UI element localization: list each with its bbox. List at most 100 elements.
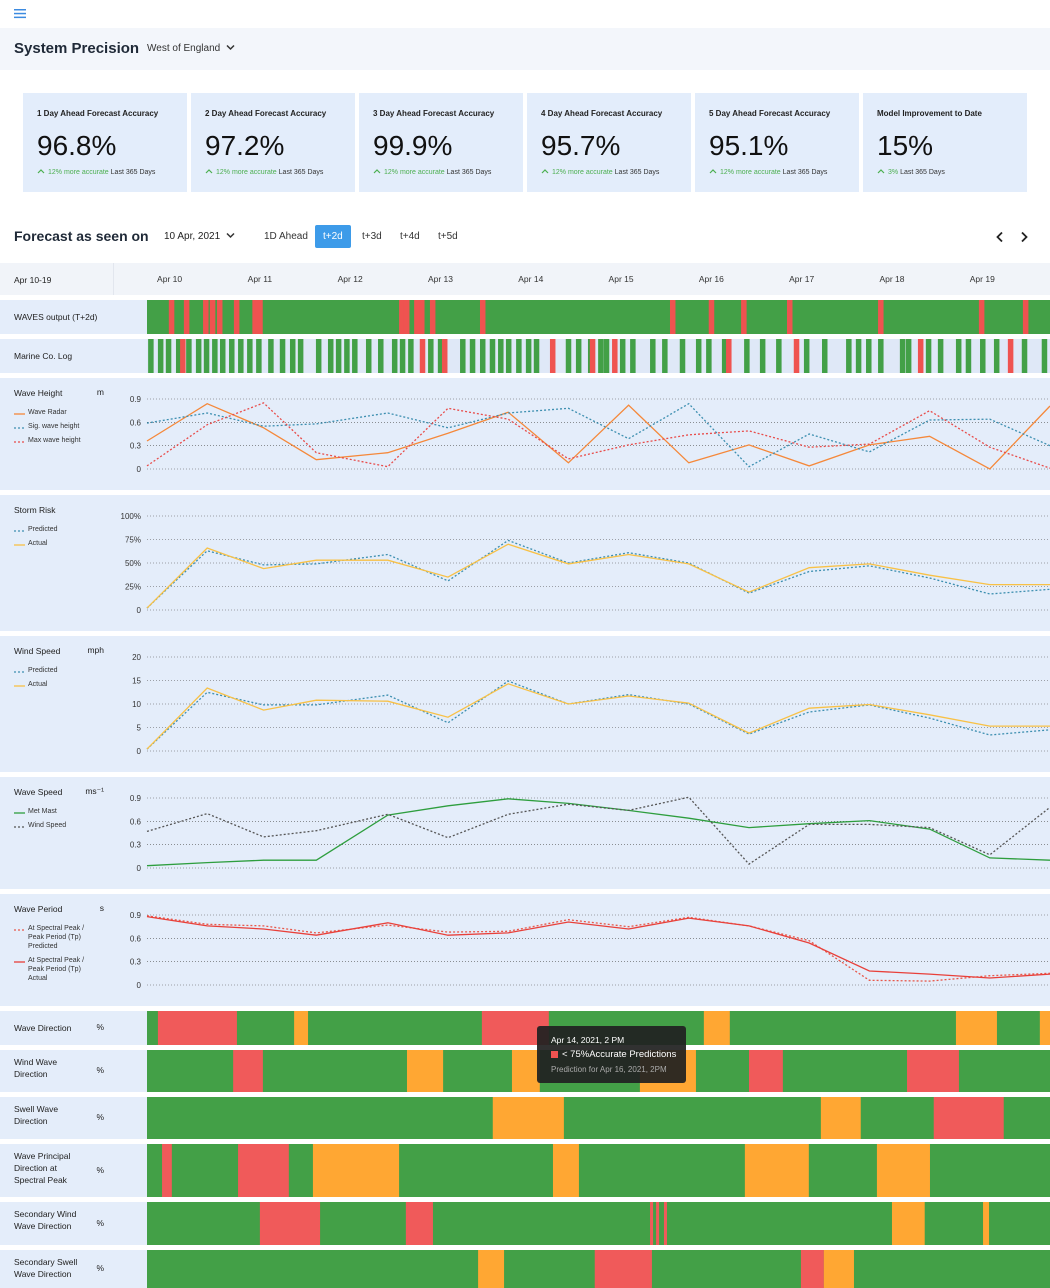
row-label: Wave Principal Direction at Spectral Pea…	[14, 1151, 71, 1185]
y-tick-label: 5	[137, 724, 142, 733]
y-tick-label: 0.6	[130, 418, 142, 427]
strip-bar	[233, 300, 240, 334]
strip-segment	[406, 1050, 444, 1092]
strip-segment	[157, 1011, 237, 1045]
header-band	[0, 28, 1050, 70]
tab[interactable]: t+2d	[315, 225, 351, 248]
row-label: Secondary Wind Wave Direction	[14, 1209, 77, 1231]
y-tick-label: 0.6	[130, 934, 142, 943]
strip-segment	[656, 1202, 660, 1245]
series-line	[146, 915, 1050, 979]
row-label: WAVES output (T+2d)	[14, 312, 98, 322]
strip-bar	[598, 339, 604, 373]
row-label: Wind Wave Direction	[14, 1057, 58, 1079]
next-button[interactable]	[1019, 231, 1029, 243]
up-chevron	[709, 169, 717, 174]
strip-bar	[408, 339, 414, 373]
strip-bar	[905, 339, 912, 373]
date-label: Apr 18	[879, 274, 904, 284]
direction-row: Wave Direction%	[0, 1011, 1050, 1045]
chart-unit: ms⁻¹	[85, 786, 104, 796]
strip-bar	[157, 339, 164, 373]
row-plot: 0 5 10 15 20	[132, 653, 1050, 756]
prev-button[interactable]	[995, 231, 1005, 243]
strip-bar	[297, 339, 304, 373]
card-subline: 12% more accurate Last 365 Days	[709, 168, 827, 176]
strip-segment	[650, 1202, 654, 1245]
strip-bar	[335, 339, 342, 373]
region-select[interactable]: West of England	[147, 43, 235, 54]
legend-label: Actual	[28, 540, 48, 547]
strip-bar	[403, 300, 410, 334]
chart-title: Wave Period	[14, 904, 63, 914]
strip-segment	[744, 1144, 809, 1197]
strip-bar	[1021, 339, 1028, 373]
y-tick-label: 0.6	[130, 817, 142, 826]
strip-bar	[980, 339, 986, 373]
strip-segment	[552, 1144, 579, 1197]
strip-bar	[315, 339, 322, 373]
tab[interactable]: t+4d	[400, 231, 420, 242]
legend-swatch	[14, 685, 25, 687]
strip-bar	[787, 300, 793, 334]
strip-bar	[505, 339, 512, 373]
y-tick-label: 75%	[125, 536, 141, 545]
tab[interactable]: t+3d	[362, 231, 382, 242]
up-icon	[877, 169, 885, 174]
strip-bar	[180, 339, 186, 373]
row-plot: 0 0.3 0.6 0.9	[130, 794, 1050, 873]
card-value: 95.1%	[709, 130, 789, 161]
strip-segment	[1039, 1011, 1050, 1045]
legend-label: Wind Speed	[28, 822, 67, 829]
up-chevron	[205, 169, 213, 174]
direction-row: Secondary Wind Wave Direction%	[0, 1202, 1050, 1245]
legend-label: Predicted	[28, 526, 58, 533]
card-change: 12% more accurate	[384, 169, 445, 176]
series-line	[146, 680, 1050, 750]
legend-item: Actual	[14, 680, 94, 689]
series-line	[146, 402, 1050, 468]
strip-segment	[238, 1144, 289, 1197]
card-subline: 12% more accurate Last 365 Days	[373, 168, 491, 176]
series-line	[146, 402, 1050, 470]
direction-row: Wave Principal Direction at Spectral Pea…	[0, 1144, 1050, 1197]
row-plot	[147, 1097, 1050, 1139]
strip-row: Marine Co. Log	[0, 339, 1050, 373]
strip-bar	[955, 339, 962, 373]
legend: Predicted Actual	[14, 666, 94, 694]
line-chart-row: 0 5 10 15 20 Wind Speed mph Predicted Actual	[0, 636, 1050, 772]
row-unit: %	[96, 1164, 104, 1175]
card-period: Last 365 Days	[614, 169, 660, 176]
strip-bar	[695, 339, 702, 373]
strip-segment	[162, 1144, 172, 1197]
legend-label: Met Mast	[28, 808, 57, 815]
legend-label: Actual	[28, 681, 48, 688]
tab[interactable]: t+5d	[438, 231, 458, 242]
up-icon	[373, 169, 381, 174]
strip-bar	[378, 339, 384, 373]
card-change: 12% more accurate	[720, 169, 781, 176]
card-value: 97.2%	[205, 130, 285, 161]
date-select[interactable]: 10 Apr, 2021	[164, 231, 235, 242]
kpi-card: 1 Day Ahead Forecast Accuracy 96.8% 12% mo…	[23, 93, 187, 192]
row-unit: %	[96, 1022, 104, 1032]
strip-bar	[399, 300, 405, 334]
series-line	[146, 539, 1050, 609]
chart-unit: mph	[87, 645, 104, 655]
menu-button[interactable]	[14, 8, 27, 19]
legend-label: Max wave height	[28, 437, 81, 444]
tab[interactable]: 1D Ahead	[264, 231, 308, 242]
row-plot: 0 0.3 0.6 0.9	[130, 395, 1050, 474]
strip-bar	[428, 339, 434, 373]
legend-label: At Spectral Peak / Peak Period (Tp) Pred…	[28, 925, 85, 950]
row-plot	[147, 1144, 1050, 1197]
strip-bar	[603, 339, 610, 373]
row-unit: %	[96, 1065, 104, 1075]
timeline-header: Apr 10 Apr 11 Apr 12 Apr 13 Apr 14 Apr 15 Apr …	[0, 263, 1050, 295]
strip-bar	[669, 300, 676, 334]
strip-bar	[469, 339, 476, 373]
strip-bar	[279, 339, 286, 373]
strip-bar	[525, 339, 532, 373]
strip-bar	[175, 339, 182, 373]
